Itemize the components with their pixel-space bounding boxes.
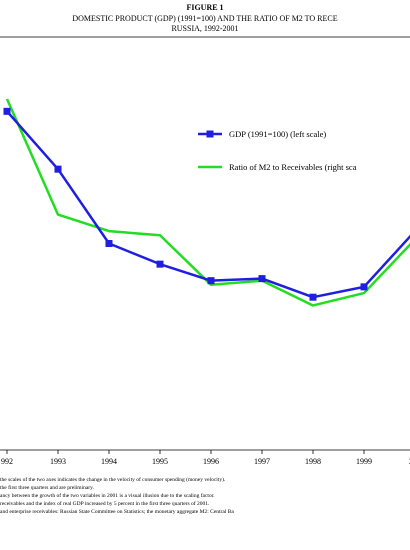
chart-title-line-2: RUSSIA, 1992-2001 [171, 24, 239, 33]
gdp-data-point [3, 107, 11, 115]
x-tick-label: 1998 [305, 457, 321, 466]
gdp-data-point [207, 277, 215, 285]
legend-ratio-label: Ratio of M2 to Receivables (right sca [229, 162, 357, 172]
x-tick-label: 1993 [50, 457, 66, 466]
chart-title-line-1: DOMESTIC PRODUCT (GDP) (1991=100) AND TH… [72, 14, 338, 23]
footnote: ancy between the growth of the two varia… [0, 493, 215, 499]
footnote: the scales of the two axes indicates the… [0, 477, 226, 483]
x-tick-label: 1997 [254, 457, 270, 466]
gdp-data-point [309, 293, 317, 301]
figure-label: FIGURE 1 [186, 3, 224, 12]
legend-gdp-label: GDP (1991=100) (left scale) [229, 129, 326, 139]
footnote: and enterprise receivables: Russian Stat… [0, 509, 234, 515]
legend-gdp-marker [206, 130, 214, 138]
gdp-data-point [156, 260, 164, 268]
gdp-data-point [105, 240, 113, 247]
gdp-series-line [6, 110, 410, 299]
ratio-series-line [5, 98, 410, 307]
x-tick-label: 992 [1, 457, 13, 466]
x-tick-label: 1996 [203, 457, 219, 466]
x-tick-label: 1999 [356, 457, 372, 466]
x-tick-label: 1994 [101, 457, 117, 466]
footnote: receivables and the index of real GDP in… [0, 501, 210, 507]
gdp-data-point [258, 275, 266, 283]
gdp-data-point [54, 165, 62, 173]
footnotes: the scales of the two axes indicates the… [0, 476, 410, 516]
gdp-data-point [360, 283, 368, 291]
footnote: the first three quarters and are prelimi… [0, 485, 94, 491]
x-tick-label: 1995 [152, 457, 168, 466]
